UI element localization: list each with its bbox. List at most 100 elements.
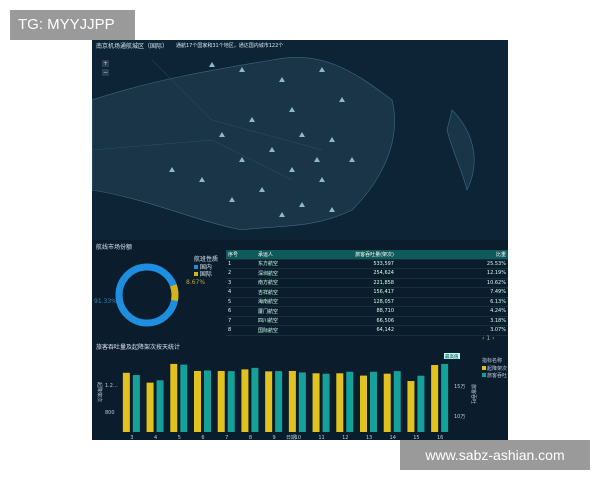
bar-passengers[interactable] [298, 372, 306, 432]
pie-legend-title: 航班性质 [194, 256, 219, 263]
bar-passengers[interactable] [156, 380, 164, 432]
y2-tick-label: 15万 [454, 384, 465, 390]
legend-domestic: 国内 [194, 264, 212, 271]
table-cell: 7 [228, 317, 232, 324]
airport-marker-icon[interactable] [229, 197, 235, 202]
airport-marker-icon[interactable] [249, 117, 255, 122]
table-cell: 厦门航空 [258, 308, 279, 315]
bar-movements[interactable] [431, 365, 439, 432]
bar-movements[interactable] [217, 370, 225, 432]
bar-passengers[interactable] [441, 363, 449, 432]
airport-marker-icon[interactable] [319, 177, 325, 182]
airport-marker-icon[interactable] [239, 67, 245, 72]
x-tick-label: 7 [225, 435, 228, 440]
bar-passengers[interactable] [393, 371, 401, 432]
airport-marker-icon[interactable] [319, 67, 325, 72]
chart-legend-title: 指标名称 [482, 357, 502, 364]
bar-movements[interactable] [383, 373, 391, 432]
airport-marker-icon[interactable] [279, 212, 285, 217]
bar-passengers[interactable] [204, 370, 211, 432]
airport-marker-icon[interactable] [299, 202, 305, 207]
legend-swatch [482, 366, 486, 370]
airport-marker-icon[interactable] [349, 157, 355, 162]
airport-marker-icon[interactable] [219, 132, 225, 137]
label-international: 8.67% [186, 279, 206, 286]
bar-passengers[interactable] [275, 371, 283, 432]
zoom-out-button[interactable]: − [102, 69, 109, 76]
map-graphic [92, 57, 475, 231]
bar-passengers[interactable] [370, 371, 377, 432]
airport-marker-icon[interactable] [299, 132, 305, 137]
table-cell: 10.62% [486, 279, 506, 286]
table-cell: 4.24% [490, 308, 506, 315]
column-header[interactable]: 旅客吞吐量(架次) [355, 251, 394, 258]
airport-marker-icon[interactable] [289, 107, 295, 112]
bar-movements[interactable] [146, 382, 154, 432]
x-tick-label: 15 [413, 435, 419, 440]
bar-passengers[interactable] [322, 373, 330, 432]
bar-movements[interactable] [312, 373, 320, 432]
column-header[interactable]: 比重 [495, 251, 506, 258]
table-row: 7 四川航空 66,506 3.18% [226, 317, 508, 326]
table-cell: 25.53% [486, 260, 506, 267]
table-row: 5 海南航空 128,057 6.13% [226, 298, 508, 307]
route-map[interactable]: 南京机场通航城区（国际） 通航17个国家和31个地区，通达国内城市122个 + … [92, 40, 508, 240]
bar-movements[interactable] [360, 375, 367, 432]
table-row: 4 吉祥航空 156,417 7.49% [226, 288, 508, 298]
bar-movements[interactable] [265, 371, 273, 432]
chart-legend-label[interactable]: 旅客吞吐 [487, 372, 507, 379]
bar-movements[interactable] [194, 370, 201, 432]
x-tick-label: 5 [178, 435, 181, 440]
table-cell: 吉祥航空 [258, 289, 279, 296]
table-cell: 2 [228, 270, 232, 277]
airport-marker-icon[interactable] [314, 157, 320, 162]
airport-marker-icon[interactable] [289, 167, 295, 172]
pagination[interactable]: ‹ 1 › [482, 335, 495, 342]
airport-marker-icon[interactable] [329, 207, 335, 212]
airport-marker-icon[interactable] [199, 177, 205, 182]
y-tick-label: 800 [105, 410, 115, 416]
column-header[interactable]: 序号 [228, 251, 239, 258]
chart-legend-label[interactable]: 起降架次 [487, 365, 507, 372]
airport-marker-icon[interactable] [339, 97, 345, 102]
table-cell: 64,142 [376, 327, 395, 334]
pie-title: 航线市场份额 [96, 244, 133, 251]
airport-marker-icon[interactable] [259, 187, 265, 192]
x-tick-label: 9 [273, 435, 276, 440]
donut-chart [115, 263, 179, 327]
table-cell: 3.18% [490, 317, 506, 324]
airport-marker-icon[interactable] [279, 77, 285, 82]
bar-passengers[interactable] [132, 375, 140, 432]
table-row: 2 深圳航空 254,624 12.19% [226, 269, 508, 279]
bar-movements[interactable] [170, 363, 178, 432]
bar-passengers[interactable] [417, 375, 425, 432]
table-row: 1 东方航空 533,597 25.53% [226, 260, 508, 269]
bar-movements[interactable] [241, 369, 249, 432]
bar-passengers[interactable] [227, 371, 235, 432]
airport-marker-icon[interactable] [169, 167, 175, 172]
column-header[interactable]: 承运人 [258, 251, 274, 258]
bar-movements[interactable] [407, 381, 415, 432]
highlight-badge [444, 353, 460, 359]
x-tick-label: 11 [318, 435, 324, 440]
airport-marker-icon[interactable] [329, 137, 335, 142]
bar-movements[interactable] [288, 370, 296, 432]
x-tick-label: 8 [249, 435, 252, 440]
bar-passengers[interactable] [180, 364, 188, 432]
airport-marker-icon[interactable] [239, 157, 245, 162]
table-cell: 四川航空 [258, 318, 279, 325]
table-cell: 7.49% [490, 289, 506, 296]
legend-international: 国际 [194, 271, 212, 278]
bar-movements[interactable] [336, 373, 344, 432]
table-cell: 海南航空 [258, 299, 279, 306]
zoom-in-button[interactable]: + [102, 60, 109, 67]
bar-chart: 3 4 5 6 7 8 9 10 11 12 13 14 15 16 日期 1.2... 800 起降架次 15万 1… [96, 353, 507, 440]
bar-passengers[interactable] [346, 371, 354, 432]
dashboard: 南京机场通航城区（国际） 通航17个国家和31个地区，通达国内城市122个 + … [92, 40, 508, 440]
bar-movements[interactable] [122, 372, 130, 432]
watermark-bottom: www.sabz-ashian.com [400, 440, 590, 470]
y-axis-label: 起降架次 [96, 382, 103, 402]
airport-marker-icon[interactable] [269, 147, 275, 152]
bar-passengers[interactable] [251, 367, 259, 432]
airport-marker-icon[interactable] [209, 62, 215, 67]
